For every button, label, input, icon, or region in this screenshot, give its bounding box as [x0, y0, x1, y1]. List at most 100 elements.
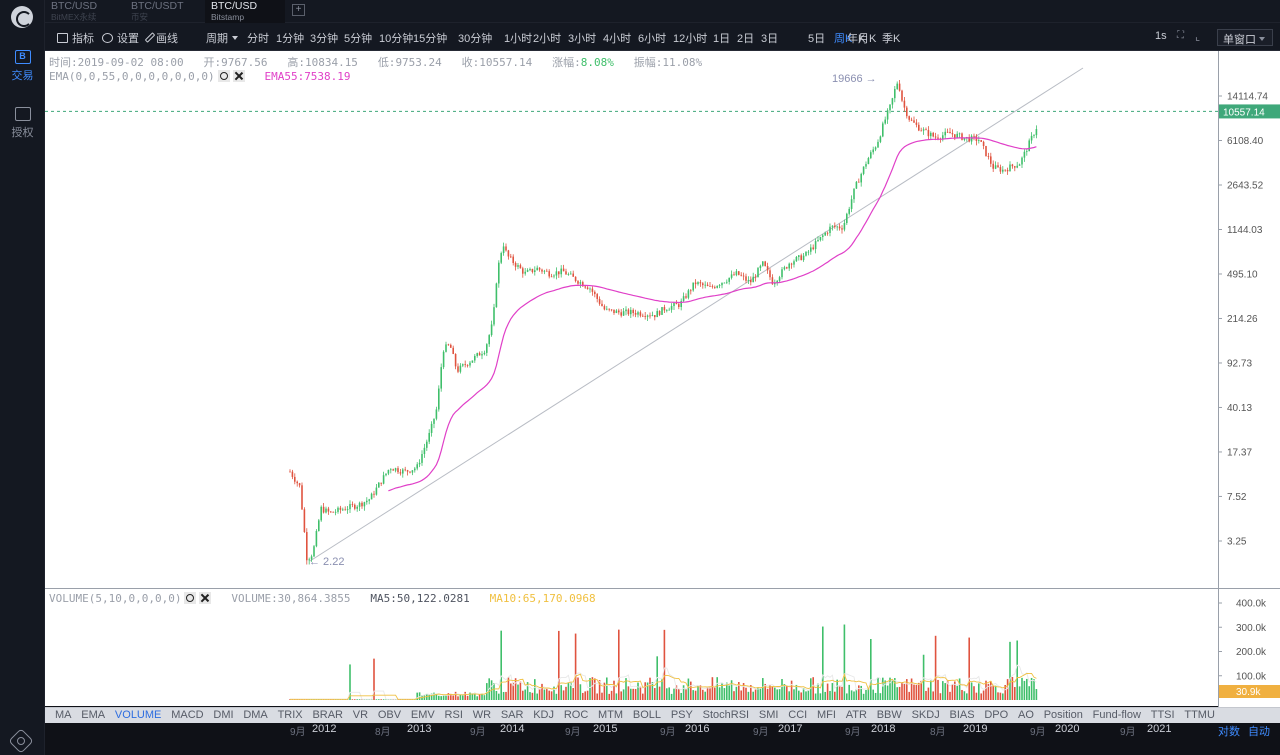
indicator-tab-dmi[interactable]: DMI [213, 709, 234, 721]
indicator-tab-cci[interactable]: CCI [788, 709, 808, 721]
interval-0[interactable]: 分时 [247, 33, 269, 45]
interval-17[interactable]: 周K [834, 33, 853, 45]
interval-18[interactable]: 月K [858, 33, 877, 45]
indicator-tab-trix[interactable]: TRIX [277, 709, 303, 721]
volume-bar [558, 630, 560, 700]
indicator-tab-ao[interactable]: AO [1018, 709, 1034, 721]
indicator-tab-psy[interactable]: PSY [670, 709, 693, 721]
interval-1[interactable]: 1分钟 [276, 33, 305, 45]
indicator-tab-dpo[interactable]: DPO [984, 709, 1009, 721]
settings-icon[interactable] [184, 592, 197, 604]
interval-8[interactable]: 2小时 [533, 33, 562, 45]
indicator-tab-skdj[interactable]: SKDJ [911, 709, 940, 721]
indicator-tab-ttsi[interactable]: TTSI [1150, 709, 1175, 721]
volume-bar [500, 630, 502, 700]
volume-bar [452, 695, 454, 700]
volume-bar [975, 692, 978, 700]
indicator-tab-dma[interactable]: DMA [243, 709, 268, 721]
interval-4[interactable]: 10分钟 [379, 33, 414, 45]
indicator-tab-stochrsi[interactable]: StochRSI [702, 709, 750, 721]
axis-month-label: 9月 [753, 727, 769, 738]
volume-bar [750, 685, 752, 700]
indicator-tab-vr[interactable]: VR [352, 709, 369, 721]
interval-2[interactable]: 3分钟 [310, 33, 339, 45]
interval-6[interactable]: 30分钟 [458, 33, 493, 45]
settings-gear-icon[interactable] [8, 728, 34, 754]
volume-bar [589, 678, 591, 700]
candle-body [798, 255, 800, 257]
indicator-tab-brar[interactable]: BRAR [312, 709, 343, 721]
interval-19[interactable]: 季K [882, 33, 901, 45]
indicator-tab-sar[interactable]: SAR [500, 709, 524, 721]
indicator-tab-bbw[interactable]: BBW [876, 709, 902, 721]
volume-bar [829, 690, 831, 700]
candle-body [618, 310, 620, 313]
indicator-tab-ttmu[interactable]: TTMU [1184, 709, 1215, 721]
auto-scale-toggle[interactable]: 自动 [1248, 726, 1270, 738]
indicator-tab-roc[interactable]: ROC [563, 709, 589, 721]
candle-body [558, 271, 560, 275]
indicator-tab-fund-flow[interactable]: Fund-flow [1092, 709, 1141, 721]
interval-14[interactable]: 2日 [737, 33, 755, 45]
indicator-tab-wr[interactable]: WR [472, 709, 492, 721]
log-scale-toggle[interactable]: 对数 [1218, 726, 1240, 738]
period-dropdown[interactable]: 周期 [206, 30, 238, 46]
indicator-tabs: MA EMA VOLUME MACD DMI DMA TRIX BRAR VR OBV EMV RSI… [45, 707, 1280, 723]
indicator-tab-boll[interactable]: BOLL [632, 709, 662, 721]
indicator-tab-obv[interactable]: OBV [377, 709, 402, 721]
interval-9[interactable]: 3小时 [568, 33, 597, 45]
interval-16[interactable]: 5日 [808, 33, 826, 45]
app-logo-icon[interactable] [11, 6, 33, 28]
indicators-button[interactable]: 指标 [57, 30, 94, 46]
tab-market-1[interactable]: BTC/USDT 币安 [125, 0, 205, 23]
indicator-tab-smi[interactable]: SMI [758, 709, 779, 721]
indicator-tab-volume[interactable]: VOLUME [114, 709, 162, 721]
close-icon[interactable] [232, 70, 245, 82]
window-layout-select[interactable]: 单窗口 [1217, 29, 1273, 46]
indicator-tab-mfi[interactable]: MFI [817, 709, 836, 721]
volume-bar [550, 691, 553, 700]
candle-body [380, 482, 382, 484]
indicator-tab-atr[interactable]: ATR [845, 709, 867, 721]
indicator-tab-bias[interactable]: BIAS [949, 709, 975, 721]
candlestick-chart[interactable]: 14114.74 6108.40 2643.52 1144.03 495.10 214.2… [45, 51, 1280, 732]
interval-12[interactable]: 12小时 [673, 33, 708, 45]
volume-bar [625, 678, 627, 700]
volume-bar [920, 680, 922, 700]
sidebar-item-trade[interactable]: B 交易 [0, 50, 45, 83]
fullscreen-icon[interactable]: ⛶ [1177, 30, 1184, 41]
candle-body [812, 247, 814, 250]
indicator-tab-macd[interactable]: MACD [171, 709, 204, 721]
interval-10[interactable]: 4小时 [603, 33, 632, 45]
candle-body [879, 136, 882, 142]
indicator-tab-ema[interactable]: EMA [81, 709, 106, 721]
tab-market-2[interactable]: BTC/USD Bitstamp [205, 0, 285, 23]
settings-button[interactable]: 设置 [102, 30, 139, 46]
candle-body [606, 308, 608, 310]
add-tab-button[interactable]: + [292, 4, 305, 16]
screenshot-icon[interactable]: ⌞ [1195, 31, 1201, 43]
interval-3[interactable]: 5分钟 [344, 33, 373, 45]
current-volume-label: 30.9k [1236, 687, 1261, 698]
chart-area[interactable]: 14114.74 6108.40 2643.52 1144.03 495.10 214.2… [45, 51, 1280, 738]
interval-11[interactable]: 6小时 [638, 33, 667, 45]
interval-15[interactable]: 3日 [761, 33, 779, 45]
interval-5[interactable]: 15分钟 [413, 33, 448, 45]
settings-icon[interactable] [217, 70, 230, 82]
interval-20[interactable]: 年K [847, 33, 866, 45]
close-icon[interactable] [199, 592, 212, 604]
indicator-tab-rsi[interactable]: RSI [444, 709, 463, 721]
indicator-tab-ma[interactable]: MA [55, 709, 72, 721]
indicator-tab-kdj[interactable]: KDJ [533, 709, 554, 721]
tab-market-0[interactable]: BTC/USD BitMEX永续 [45, 0, 125, 23]
speed-label[interactable]: 1s [1155, 30, 1167, 42]
indicator-tab-emv[interactable]: EMV [410, 709, 435, 721]
volume-bar [562, 690, 565, 700]
trade-icon: B [14, 50, 31, 64]
interval-7[interactable]: 1小时 [504, 33, 533, 45]
draw-button[interactable]: 画线 [144, 30, 178, 46]
indicator-tab-mtm[interactable]: MTM [598, 709, 624, 721]
interval-13[interactable]: 1日 [713, 33, 731, 45]
sidebar-item-auth[interactable]: 授权 [0, 107, 45, 140]
indicator-tab-position[interactable]: Position [1043, 709, 1083, 721]
